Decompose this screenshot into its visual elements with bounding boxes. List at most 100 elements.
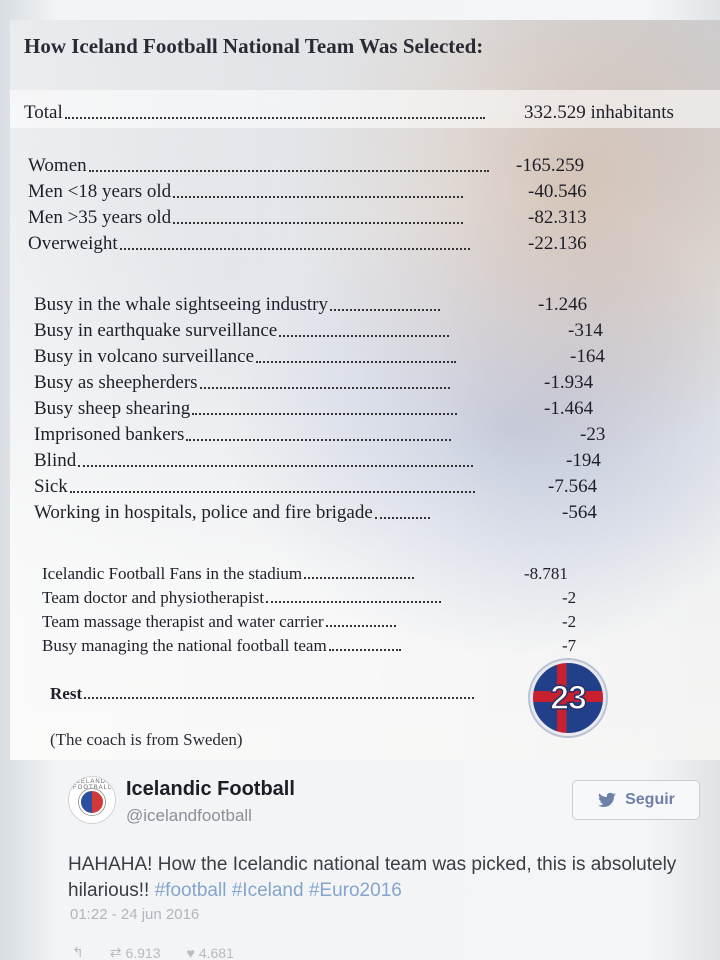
row-volcano: Busy in volcano surveillance -164 xyxy=(34,342,720,368)
hashtag-iceland[interactable]: #Iceland xyxy=(231,880,304,901)
tweet-text: HAHAHA! How the Icelandic national team … xyxy=(68,852,688,904)
row-label: Men >35 years old xyxy=(28,207,172,228)
row-bankers: Imprisoned bankers -23 xyxy=(34,420,720,446)
row-hospitals: Working in hospitals, police and fire br… xyxy=(34,498,720,524)
tweet-image[interactable]: How Iceland Football National Team Was S… xyxy=(10,20,720,760)
row-leader xyxy=(266,601,442,603)
follow-button[interactable]: Seguir xyxy=(572,780,700,820)
retweet-icon: ⇄ xyxy=(109,944,122,960)
row-leader xyxy=(186,439,452,441)
row-label: Overweight xyxy=(28,233,118,254)
row-earthquake: Busy in earthquake surveillance -314 xyxy=(34,316,720,342)
row-overweight: Overweight -22.136 xyxy=(28,229,714,255)
row-label: Blind xyxy=(34,450,77,471)
row-label: Working in hospitals, police and fire br… xyxy=(34,502,373,523)
row-total: Total 332.529 inhabitants xyxy=(24,98,710,124)
tweet-timestamp[interactable]: 01:22 - 24 jun 2016 xyxy=(70,906,200,923)
row-value: -22.136 xyxy=(528,233,587,254)
row-leader xyxy=(199,387,450,389)
row-leader xyxy=(192,413,458,415)
like-count: 4.681 xyxy=(198,944,234,960)
row-label: Rest xyxy=(50,684,83,703)
row-leader xyxy=(119,248,470,250)
row-label: Busy as sheepherders xyxy=(34,372,198,393)
row-value: 332.529 inhabitants xyxy=(524,102,674,123)
row-leader xyxy=(256,361,457,363)
row-value: -1.246 xyxy=(538,294,588,315)
like-button[interactable]: ♥ 4.681 xyxy=(187,945,234,960)
row-label: Busy in the whale sightseeing industry xyxy=(34,294,328,315)
row-sick: Sick -7.564 xyxy=(34,472,720,498)
heart-icon: ♥ xyxy=(186,944,195,960)
row-team-doctor: Team doctor and physiotherapist -2 xyxy=(42,582,720,608)
row-value: -314 xyxy=(568,320,603,341)
total-band xyxy=(10,90,720,128)
row-leader xyxy=(374,517,430,519)
row-leader xyxy=(78,465,474,467)
rest-badge-value: 23 xyxy=(549,678,587,718)
row-label: Women xyxy=(28,155,87,176)
row-men-under-18: Men <18 years old -40.546 xyxy=(28,177,714,203)
rest-badge: 23 xyxy=(530,660,606,736)
row-label: Busy sheep shearing xyxy=(34,398,191,419)
row-sheep-shearing: Busy sheep shearing -1.464 xyxy=(34,394,720,420)
row-leader xyxy=(279,335,450,337)
row-women: Women -165.259 xyxy=(28,151,714,177)
row-leader xyxy=(304,577,415,579)
avatar-ring-text: ICELANDIC FOOTBALL xyxy=(73,779,115,791)
row-managing: Busy managing the national football team… xyxy=(42,630,720,656)
row-label: Team massage therapist and water carrier xyxy=(42,612,324,631)
hashtag-euro2016[interactable]: #Euro2016 xyxy=(308,880,402,901)
row-value: -23 xyxy=(580,424,606,445)
tweet: ICELANDIC FOOTBALL Icelandic Football @i… xyxy=(0,760,720,960)
row-blind: Blind -194 xyxy=(34,446,720,472)
row-value: -164 xyxy=(570,346,605,367)
row-leader xyxy=(325,625,396,627)
row-value: -40.546 xyxy=(528,181,587,202)
row-sheepherders: Busy as sheepherders -1.934 xyxy=(34,368,720,394)
twitter-bird-icon xyxy=(598,792,616,807)
row-leader xyxy=(328,649,401,651)
row-label: Sick xyxy=(34,476,68,497)
account-name[interactable]: Icelandic Football xyxy=(126,778,295,800)
row-leader xyxy=(329,309,440,311)
row-leader xyxy=(64,117,485,119)
row-massage: Team massage therapist and water carrier… xyxy=(42,606,720,632)
reply-icon: ↰ xyxy=(72,944,84,960)
row-value: -82.313 xyxy=(528,207,587,228)
tweet-actions: ↰ ⇄ 6.913 ♥ 4.681 xyxy=(72,944,234,960)
row-label: Busy managing the national football team xyxy=(42,636,327,655)
hashtag-football[interactable]: #football xyxy=(154,880,227,901)
row-value: -165.259 xyxy=(516,155,585,176)
row-label: Imprisoned bankers xyxy=(34,424,185,445)
row-label: Total xyxy=(24,102,63,123)
row-label: Busy in volcano surveillance xyxy=(34,346,255,367)
photo-overlay xyxy=(10,20,720,760)
row-value: -2 xyxy=(562,588,577,607)
tweet-text-body: HAHAHA! How the Icelandic national team … xyxy=(68,854,677,901)
row-value: -2 xyxy=(562,612,577,631)
row-label: Men <18 years old xyxy=(28,181,172,202)
row-leader xyxy=(69,491,475,493)
row-value: -194 xyxy=(566,450,601,471)
row-value: -1.934 xyxy=(544,372,594,393)
account-avatar[interactable]: ICELANDIC FOOTBALL xyxy=(68,776,116,824)
row-value: -7.564 xyxy=(548,476,598,497)
reply-button[interactable]: ↰ xyxy=(72,944,84,960)
row-leader xyxy=(88,170,489,172)
account-handle[interactable]: @icelandfootball xyxy=(126,806,252,825)
row-rest: Rest xyxy=(50,678,720,704)
row-label: Icelandic Football Fans in the stadium xyxy=(42,564,303,583)
row-men-over-35: Men >35 years old -82.313 xyxy=(28,203,714,229)
follow-label: Seguir xyxy=(625,791,675,808)
row-leader xyxy=(173,222,464,224)
row-value: -8.781 xyxy=(524,564,568,583)
row-value: -7 xyxy=(562,636,577,655)
row-whale: Busy in the whale sightseeing industry -… xyxy=(34,290,720,316)
row-leader xyxy=(173,196,464,198)
row-value: -564 xyxy=(562,502,597,523)
row-label: Busy in earthquake surveillance xyxy=(34,320,278,341)
row-leader xyxy=(84,697,475,699)
retweet-count: 6.913 xyxy=(125,944,161,960)
retweet-button[interactable]: ⇄ 6.913 xyxy=(110,944,161,960)
